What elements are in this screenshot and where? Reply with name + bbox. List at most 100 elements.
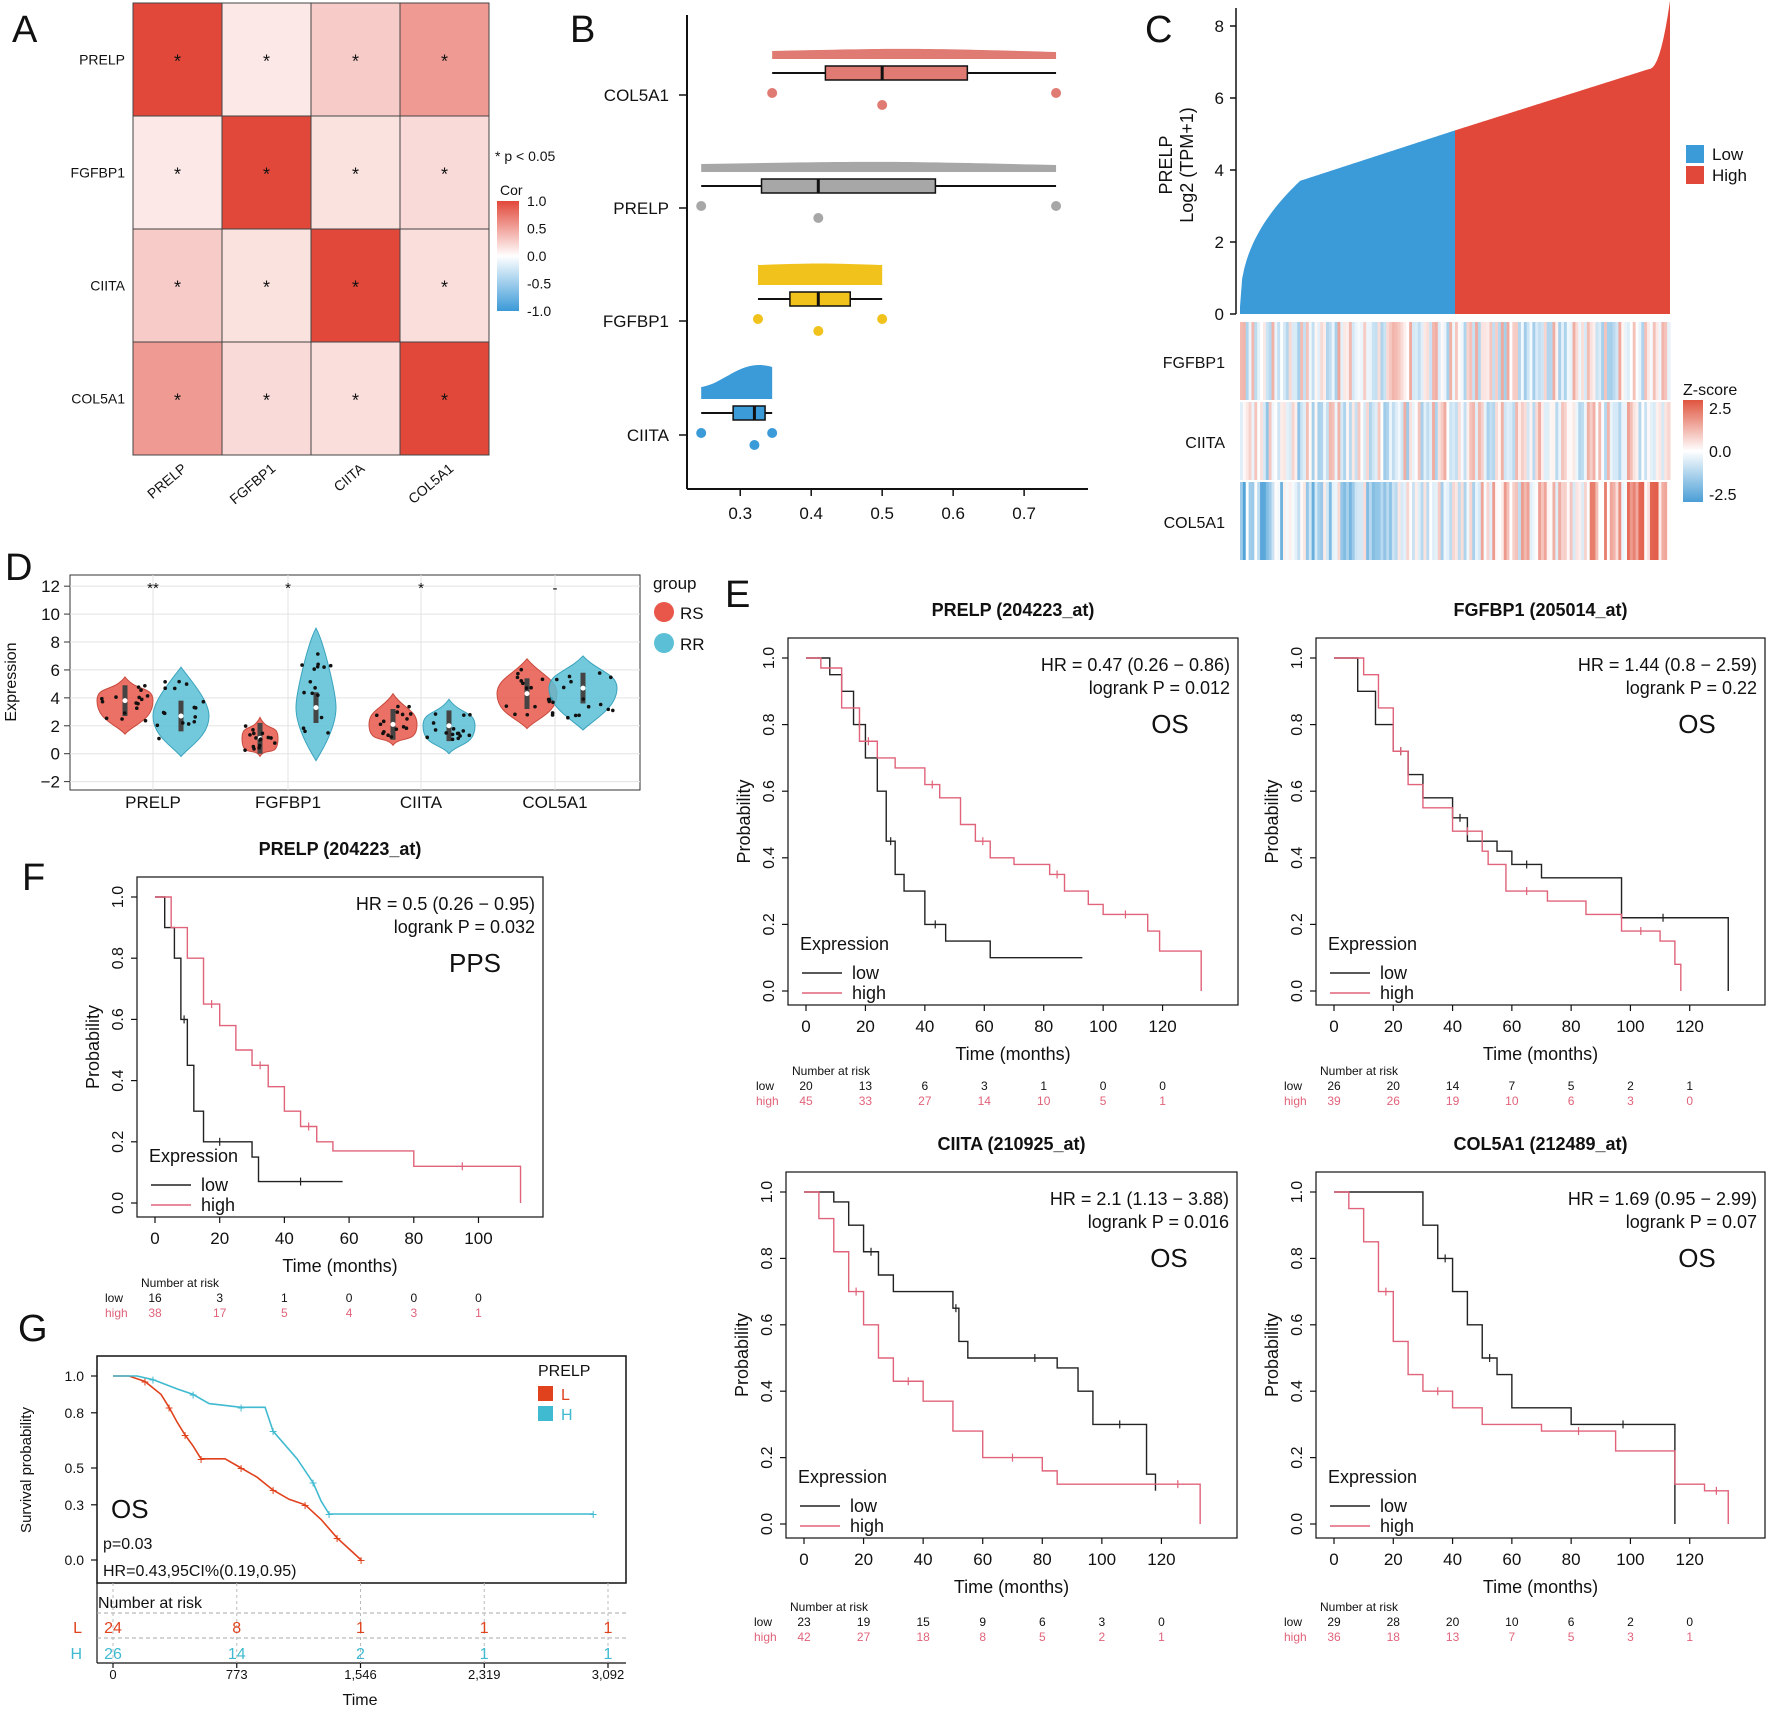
risk-table-title: Number at risk [1320, 1600, 1399, 1614]
survival-curve-high [1334, 1191, 1729, 1524]
heat-cell [1262, 322, 1267, 400]
heat-cell [1294, 482, 1298, 560]
heat-cell [1337, 322, 1341, 400]
jitter-point [180, 721, 185, 725]
heat-cell [1503, 482, 1508, 560]
x-tick-label: 100 [464, 1229, 492, 1248]
panel-e-km-col5a1: COL5A1 (212489_at)0.00.20.40.60.81.00 20 4… [1262, 1134, 1766, 1644]
x-tick-label: 0.7 [1012, 504, 1036, 523]
risk-count-low: 28 [1387, 1615, 1401, 1629]
heat-row-label: FGFBP1 [1163, 355, 1225, 372]
heat-cell [1271, 322, 1275, 400]
y-tick-label: 8 [51, 633, 60, 652]
jitter-point [433, 728, 438, 732]
heat-cell [1377, 322, 1382, 400]
y-tick-label: 0.6 [761, 780, 778, 802]
y-tick-label: 0.0 [759, 1513, 776, 1535]
legend-label-high: high [201, 1195, 235, 1215]
jitter-point [139, 697, 144, 702]
heat-cell [1563, 482, 1568, 560]
heat-cell [1389, 482, 1393, 560]
heat-cell [1472, 322, 1476, 400]
heat-cell [1457, 482, 1462, 560]
heat-cell [1475, 402, 1479, 480]
risk-count-low: 6 [1568, 1615, 1575, 1629]
heat-cell [1555, 402, 1559, 480]
heat-cell [1391, 482, 1396, 560]
significance-star: * [352, 52, 359, 72]
y-tick-label: 0.2 [1289, 1446, 1306, 1468]
heatmap-cell [310, 341, 401, 456]
logrank-p: logrank P = 0.012 [1089, 678, 1230, 698]
x-axis-label: Time (months) [1483, 1044, 1598, 1064]
heat-cell [1581, 322, 1585, 400]
heat-cell [1380, 482, 1384, 560]
heat-cell [1380, 322, 1384, 400]
y-tick-label: 0.2 [110, 1131, 127, 1153]
heat-cell [1503, 402, 1508, 480]
heat-cell [1546, 402, 1551, 480]
heat-cell [1265, 402, 1270, 480]
heat-cell [1311, 322, 1316, 400]
heat-cell [1541, 482, 1545, 560]
jitter-point [312, 667, 317, 671]
jitter-point [322, 665, 326, 669]
y-axis-label: Probability [734, 779, 754, 863]
heat-cell [1460, 322, 1465, 400]
heat-cell [1374, 322, 1379, 400]
y-axis-label: Probability [1262, 1313, 1282, 1397]
box [824, 65, 969, 81]
y-tick-label: 0.2 [759, 1446, 776, 1468]
significance-mark: * [418, 580, 424, 597]
heat-cell [1586, 402, 1591, 480]
heat-cell [1652, 322, 1657, 400]
y-tick-label: 10 [41, 605, 60, 624]
legend-title: Expression [798, 1467, 887, 1487]
heat-cell [1475, 322, 1479, 400]
heat-cell [1337, 482, 1341, 560]
risk-count-low: 15 [916, 1615, 930, 1629]
y-axis-label: Survival probability [18, 1407, 35, 1533]
jitter-point [273, 741, 277, 745]
heat-cell [1641, 482, 1645, 560]
plot-frame [787, 637, 1239, 1006]
x-tick-label: 60 [973, 1550, 992, 1569]
heat-cell [1271, 402, 1275, 480]
heat-cell [1297, 402, 1301, 480]
x-tick-label: 80 [404, 1229, 423, 1248]
heat-cell [1412, 482, 1416, 560]
heat-cell [1655, 482, 1660, 560]
heat-cell [1446, 482, 1450, 560]
heat-cell [1377, 482, 1382, 560]
risk-count-high: 3 [1627, 1094, 1634, 1108]
heat-cell [1495, 402, 1499, 480]
heat-cell [1601, 322, 1605, 400]
heat-cell [1245, 322, 1250, 400]
risk-count-low: 0 [410, 1291, 417, 1305]
legend-label-rr: RR [680, 635, 705, 654]
x-tick-label: 120 [1676, 1550, 1704, 1569]
zscore-tick: 0.0 [1709, 444, 1731, 461]
heat-cell [1512, 482, 1516, 560]
risk-count-high: 10 [1037, 1094, 1051, 1108]
risk-count-low: 10 [1505, 1615, 1519, 1629]
heat-cell [1437, 482, 1442, 560]
survival-curve-low [155, 896, 343, 1183]
median-point [313, 705, 319, 711]
risk-row-label-low: low [105, 1291, 123, 1305]
risk-count-high: 42 [797, 1630, 811, 1644]
heat-cell [1374, 402, 1379, 480]
heat-cell [1578, 402, 1582, 480]
heat-cell [1308, 402, 1313, 480]
heat-cell [1489, 402, 1493, 480]
x-tick-label: 100 [1616, 1017, 1644, 1036]
heat-cell [1523, 402, 1528, 480]
heat-cell [1498, 402, 1502, 480]
heat-cell [1575, 482, 1579, 560]
heat-cell [1552, 482, 1556, 560]
x-tick-label: CIITA [400, 793, 443, 812]
legend-label-high: high [1380, 1516, 1414, 1536]
heat-cell [1509, 402, 1513, 480]
row-label: PRELP [79, 52, 125, 68]
